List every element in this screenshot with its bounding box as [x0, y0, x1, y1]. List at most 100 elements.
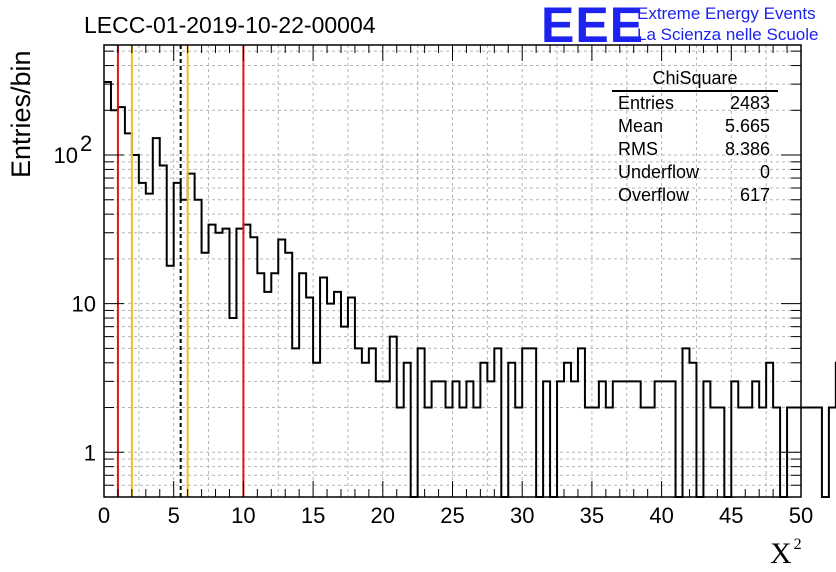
histogram-bin — [480, 363, 487, 497]
histogram-bin — [292, 348, 299, 497]
x-tick-label: 5 — [168, 503, 180, 528]
marker-lines — [116, 45, 245, 497]
histogram-bin — [146, 194, 153, 497]
histogram-bin — [125, 133, 132, 497]
histogram-bin — [634, 381, 641, 497]
histogram-bin — [181, 200, 188, 497]
histogram-bin — [348, 297, 355, 497]
histogram-outline — [104, 81, 836, 498]
logo-line-2: La Scienza nelle Scuole — [637, 25, 819, 44]
histogram-bin — [669, 381, 676, 497]
histogram-bin — [815, 408, 822, 497]
stats-value: 5.665 — [724, 116, 770, 136]
y-tick-label-exponent: 2 — [80, 131, 92, 156]
histogram-bin — [487, 381, 494, 497]
axis-ticks — [103, 45, 802, 497]
x-tick-label: 0 — [98, 503, 110, 528]
histogram-bin — [578, 348, 585, 497]
histogram-bin — [209, 225, 216, 497]
histogram-bin — [515, 408, 522, 497]
histogram-bin — [432, 381, 439, 497]
histogram-bin — [222, 229, 229, 497]
stats-row-overflow: Overflow 617 — [612, 184, 778, 207]
histogram-bin — [599, 381, 606, 497]
stats-box: ChiSquare Entries 2483 Mean 5.665 RMS 8.386… — [612, 66, 778, 207]
stats-label: Underflow — [618, 162, 700, 182]
histogram-bin — [425, 408, 432, 497]
histogram-bin — [327, 304, 334, 497]
histogram-bin — [557, 381, 564, 497]
y-axis-label: Entries/bin — [6, 50, 36, 178]
histogram-bin — [689, 363, 696, 497]
histogram-bin — [466, 381, 473, 497]
x-tick-label: 50 — [789, 503, 813, 528]
x-tick-label: 15 — [301, 503, 325, 528]
histogram-bin — [529, 348, 536, 497]
histogram-bin — [585, 408, 592, 497]
histogram-bin — [174, 183, 181, 497]
x-tick-label: 25 — [440, 503, 464, 528]
histogram-bin — [383, 381, 390, 497]
histogram-bin — [592, 408, 599, 497]
histogram-bin — [683, 348, 690, 497]
histogram-bin — [543, 381, 550, 497]
histogram-bin — [522, 348, 529, 497]
histogram-bin — [369, 348, 376, 497]
histogram-bin — [808, 408, 815, 497]
histogram-bin — [334, 292, 341, 497]
histogram-bin — [390, 337, 397, 497]
histogram-bin — [153, 138, 160, 497]
stats-row-mean: Mean 5.665 — [612, 115, 778, 138]
histogram-bin — [243, 225, 250, 497]
histogram-bin — [773, 408, 780, 497]
histogram-bin — [250, 237, 257, 497]
stats-box-title: ChiSquare — [612, 66, 778, 92]
stats-value: 617 — [739, 185, 770, 205]
histogram-bin — [641, 408, 648, 497]
histogram-bin — [655, 381, 662, 497]
stats-value: 2483 — [729, 93, 770, 113]
histogram-bin — [341, 327, 348, 497]
histogram-bin — [766, 363, 773, 497]
histogram-bin — [139, 183, 146, 497]
histogram-bin — [160, 166, 167, 497]
histogram-bin — [313, 363, 320, 497]
histogram-bin — [703, 381, 710, 497]
histogram-bin — [459, 408, 466, 497]
stats-label: RMS — [618, 139, 658, 159]
stats-row-rms: RMS 8.386 — [612, 138, 778, 161]
histogram-bin — [216, 233, 223, 497]
x-axis-label-base: X — [770, 537, 792, 570]
histogram-bin — [132, 155, 139, 497]
histogram-bin — [752, 381, 759, 497]
histogram-bin — [299, 273, 306, 497]
stats-value: 0 — [759, 162, 770, 182]
histogram-bin — [397, 408, 404, 497]
histogram-bin — [418, 348, 425, 497]
histogram-bin — [662, 381, 669, 497]
chart-title: LECC-01-2019-10-22-00004 — [84, 12, 376, 38]
histogram-bin — [264, 292, 271, 497]
x-tick-label: 20 — [371, 503, 395, 528]
stats-label: Entries — [618, 93, 675, 113]
stats-row-underflow: Underflow 0 — [612, 161, 778, 184]
histogram-bin — [648, 408, 655, 497]
histogram-series — [104, 81, 836, 498]
histogram-bin — [745, 408, 752, 497]
histogram-bin — [627, 381, 634, 497]
histogram-bin — [195, 200, 202, 497]
histogram-bin — [759, 408, 766, 497]
histogram-bin — [236, 229, 243, 497]
histogram-bin — [439, 381, 446, 497]
x-axis-label-exponent: 2 — [793, 536, 802, 553]
histogram-bin — [355, 348, 362, 497]
histogram-bin — [494, 348, 501, 497]
histogram-bin — [202, 253, 209, 497]
eee-logo: EEE — [541, 0, 645, 53]
histogram-bin — [508, 363, 515, 497]
histogram-bin — [613, 381, 620, 497]
stats-label: Mean — [618, 116, 664, 136]
